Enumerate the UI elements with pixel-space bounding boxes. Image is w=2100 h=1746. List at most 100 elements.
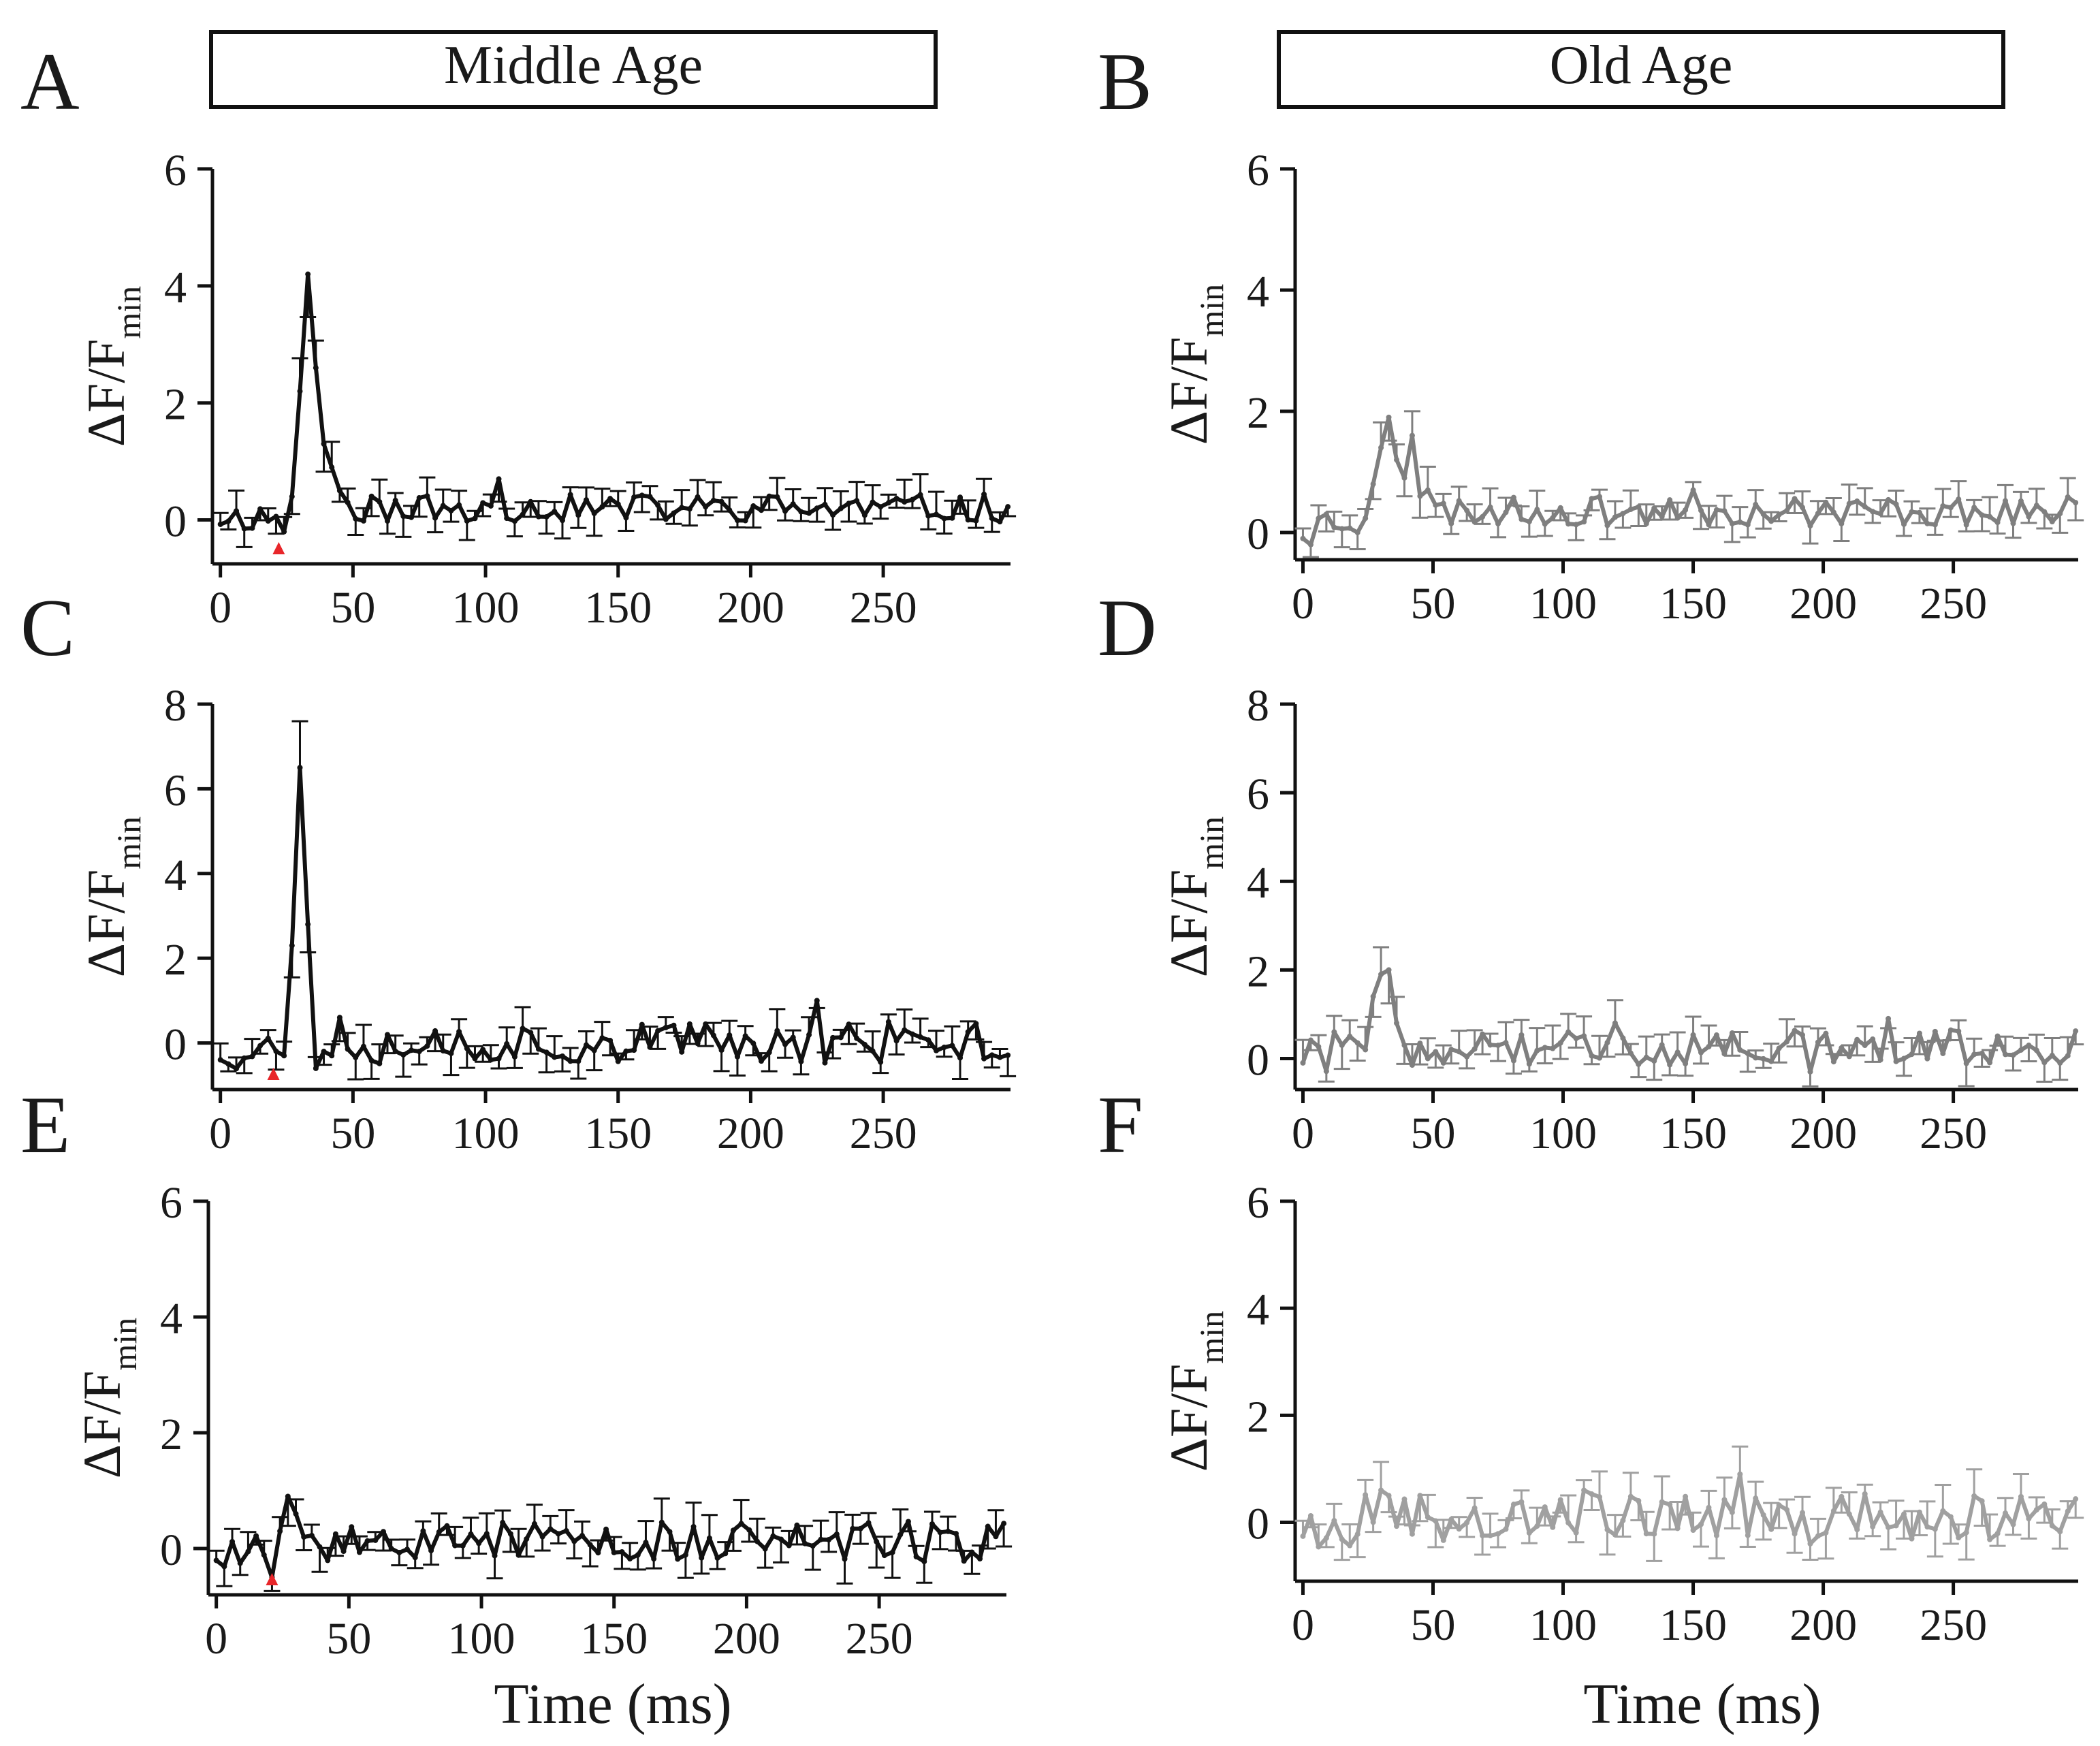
data-point <box>377 1060 383 1066</box>
x-tick-label: 200 <box>1789 579 1857 629</box>
x-tick-label: 50 <box>330 1109 375 1158</box>
data-point <box>1316 1544 1322 1550</box>
data-point <box>1667 1502 1673 1508</box>
data-point <box>742 1033 748 1039</box>
data-point <box>965 1029 971 1035</box>
data-point <box>802 1540 808 1546</box>
data-point <box>460 1542 466 1549</box>
data-point <box>225 518 232 524</box>
data-point <box>690 1523 697 1529</box>
x-tick-label: 50 <box>1410 1109 1455 1158</box>
series-line <box>1301 415 2077 547</box>
data-point <box>456 502 462 508</box>
data-point <box>1659 1042 1665 1048</box>
data-point <box>973 518 979 524</box>
data-point <box>822 1060 828 1066</box>
data-point <box>1916 509 1922 515</box>
data-point <box>1846 1511 1852 1517</box>
data-point <box>1800 1510 1806 1516</box>
data-point <box>957 1055 964 1061</box>
data-point <box>1510 494 1516 501</box>
data-point <box>902 499 908 505</box>
data-point <box>917 492 923 498</box>
data-point <box>913 1554 919 1560</box>
data-point <box>524 1536 530 1542</box>
data-point <box>607 496 614 502</box>
data-point <box>241 1055 247 1061</box>
data-point <box>329 464 335 471</box>
data-point <box>1573 522 1579 528</box>
data-point <box>281 528 287 535</box>
data-point <box>289 942 295 949</box>
x-tick-label: 0 <box>209 1109 232 1158</box>
data-point <box>722 1551 729 1557</box>
data-point <box>321 1049 327 1055</box>
data-point <box>2049 518 2055 524</box>
data-point <box>1854 1036 1860 1043</box>
data-point <box>798 509 804 515</box>
data-point <box>528 1030 534 1036</box>
data-point <box>1994 1531 2001 1537</box>
data-point <box>977 1555 983 1561</box>
data-point <box>1448 1047 1454 1053</box>
data-point <box>1683 507 1689 513</box>
data-point <box>1674 1525 1681 1531</box>
data-point <box>539 1534 545 1540</box>
data-point <box>1636 1498 1642 1504</box>
data-point <box>1557 1040 1563 1046</box>
data-point <box>1971 1493 1977 1499</box>
data-point <box>762 1546 768 1552</box>
data-point <box>221 1564 227 1570</box>
data-point <box>949 1043 955 1049</box>
data-point <box>822 501 828 507</box>
data-point <box>1916 1509 1922 1515</box>
y-tick-label: 2 <box>164 935 187 985</box>
data-point <box>1401 1496 1407 1502</box>
x-tick-label: 50 <box>1410 579 1455 629</box>
data-point <box>706 1535 712 1541</box>
data-point <box>1862 1491 1868 1497</box>
data-point <box>1526 1530 1532 1536</box>
y-tick-label: 6 <box>164 146 187 195</box>
data-point <box>1557 505 1563 511</box>
y-axis-label-sub: min <box>110 816 148 870</box>
data-point <box>1550 1524 1556 1530</box>
data-point <box>2073 1496 2079 1502</box>
data-point <box>1518 1032 1525 1038</box>
data-point <box>1005 1052 1011 1058</box>
data-point <box>1363 515 1369 522</box>
data-point <box>850 1525 856 1531</box>
data-point <box>945 1528 951 1534</box>
data-point <box>1963 1060 1969 1066</box>
data-point <box>746 1527 752 1533</box>
data-point <box>981 1055 987 1062</box>
data-point <box>846 1021 852 1028</box>
data-point <box>555 1531 561 1537</box>
x-tick-label: 250 <box>1920 579 1987 629</box>
data-point <box>2010 520 2016 526</box>
x-tick-label: 0 <box>1292 1109 1314 1158</box>
data-point <box>1401 1042 1407 1048</box>
data-point <box>631 494 637 501</box>
data-point <box>774 494 780 500</box>
data-point <box>615 1058 621 1064</box>
data-point <box>234 1066 240 1072</box>
data-point <box>444 1523 450 1529</box>
data-point <box>400 513 407 520</box>
data-point <box>1386 967 1392 973</box>
data-point <box>440 1048 446 1054</box>
data-point <box>515 1552 522 1558</box>
data-point <box>686 1021 693 1027</box>
data-point <box>552 1054 558 1060</box>
data-point <box>1800 1032 1806 1038</box>
data-point <box>1581 1487 1587 1493</box>
data-point <box>1877 1509 1883 1515</box>
data-point <box>547 1526 554 1532</box>
y-tick-label: 4 <box>1247 267 1269 317</box>
data-point <box>1893 1058 1899 1064</box>
data-point <box>1643 520 1649 526</box>
x-tick-label: 100 <box>1529 579 1597 629</box>
data-point <box>981 491 987 497</box>
data-point <box>1776 1502 1782 1508</box>
data-point <box>750 1041 757 1047</box>
